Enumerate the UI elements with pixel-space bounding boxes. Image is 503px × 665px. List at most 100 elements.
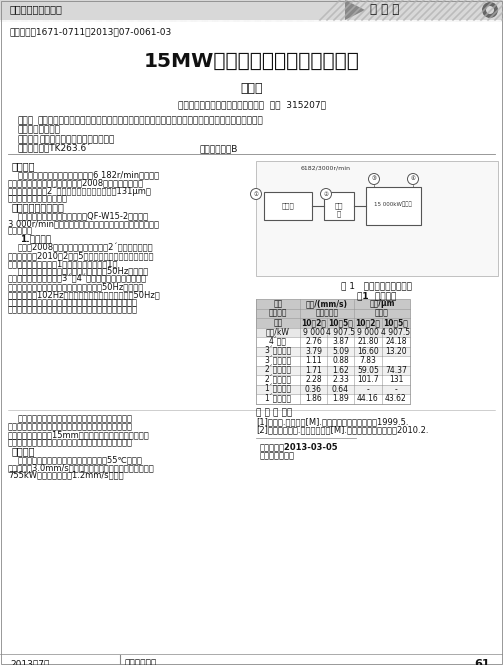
Text: 1.11: 1.11 bbox=[305, 356, 322, 365]
Text: 检测结果显示：网端工频均很明显，而且50Hz频率时，: 检测结果显示：网端工频均很明显，而且50Hz频率时， bbox=[18, 267, 149, 276]
Text: 2.28: 2.28 bbox=[305, 375, 322, 384]
Text: 1.振动检测: 1.振动检测 bbox=[20, 235, 51, 243]
Text: 收稿日期：2013-03-05: 收稿日期：2013-03-05 bbox=[260, 442, 339, 452]
Bar bbox=[256, 309, 410, 318]
Circle shape bbox=[320, 188, 331, 200]
Text: 1.86: 1.86 bbox=[305, 394, 322, 403]
Text: 浙江某石化公司热能部发电机组由6 182r/min工业汽轮: 浙江某石化公司热能部发电机组由6 182r/min工业汽轮 bbox=[18, 170, 159, 180]
Text: -: - bbox=[395, 385, 397, 394]
Text: 关键词：: 关键词： bbox=[18, 135, 40, 144]
Text: 4´轴承: 4´轴承 bbox=[269, 337, 287, 346]
Bar bbox=[324, 192, 354, 220]
Bar bbox=[256, 356, 410, 366]
Text: 59.05: 59.05 bbox=[357, 366, 379, 375]
Bar bbox=[366, 187, 421, 225]
Text: 测点: 测点 bbox=[273, 299, 283, 309]
Bar bbox=[256, 366, 410, 375]
Text: ①: ① bbox=[254, 192, 259, 196]
Text: 2´轴承水平: 2´轴承水平 bbox=[265, 375, 292, 384]
Text: 3´轴承垂直: 3´轴承垂直 bbox=[265, 356, 292, 365]
Text: 机: 机 bbox=[337, 210, 341, 217]
Circle shape bbox=[407, 174, 418, 184]
Text: 9 000: 9 000 bbox=[357, 328, 379, 336]
Bar bbox=[256, 318, 410, 327]
Text: 测量位置: 测量位置 bbox=[269, 309, 287, 318]
Circle shape bbox=[369, 174, 379, 184]
Text: 15 000kW发电机: 15 000kW发电机 bbox=[374, 201, 412, 207]
Text: 10年5月: 10年5月 bbox=[384, 319, 408, 327]
Text: 2´轴承垂直: 2´轴承垂直 bbox=[265, 366, 292, 375]
Bar bbox=[256, 394, 410, 404]
Text: 汽轮机: 汽轮机 bbox=[282, 202, 294, 209]
Text: 发电机组测点分布如图1所示，振动数值见表1。: 发电机组测点分布如图1所示，振动数值见表1。 bbox=[8, 259, 119, 268]
Text: 3.79: 3.79 bbox=[305, 346, 322, 356]
Text: 3´轴承水平: 3´轴承水平 bbox=[265, 346, 292, 356]
Circle shape bbox=[486, 6, 494, 14]
Bar bbox=[256, 337, 410, 346]
Text: 1.62: 1.62 bbox=[332, 366, 349, 375]
Text: 并取得良好效果。: 并取得良好效果。 bbox=[18, 125, 61, 134]
Bar bbox=[256, 375, 410, 384]
Text: -: - bbox=[367, 385, 369, 394]
Circle shape bbox=[482, 2, 498, 18]
Text: 43.62: 43.62 bbox=[385, 394, 407, 403]
Text: 值，次高峰是102Hz，分别是端出、输入轴的工频。50Hz的: 值，次高峰是102Hz，分别是端出、输入轴的工频。50Hz的 bbox=[8, 290, 161, 299]
Text: [1]魏魁山.风机手册[M].北京：机械工业出版社，1999.5.: [1]魏魁山.风机手册[M].北京：机械工业出版社，1999.5. bbox=[256, 418, 408, 426]
Text: 发电机联轴器侧的2´轴承振动较大，水平方向达131μm，: 发电机联轴器侧的2´轴承振动较大，水平方向达131μm， bbox=[8, 186, 152, 196]
Text: 101.7: 101.7 bbox=[357, 375, 379, 384]
Bar bbox=[256, 346, 410, 356]
Text: 减速: 减速 bbox=[335, 202, 343, 209]
Text: 在齿轮箱两轴与之相邻的3´、4´轴承上也表现是突出，大齿: 在齿轮箱两轴与之相邻的3´、4´轴承上也表现是突出，大齿 bbox=[8, 275, 147, 284]
Text: 废气风机故障排除后，轴承座温度保持在55℃左右，: 废气风机故障排除后，轴承座温度保持在55℃左右， bbox=[18, 456, 143, 464]
Text: 4 907.5: 4 907.5 bbox=[381, 328, 410, 336]
Circle shape bbox=[250, 188, 262, 200]
Bar bbox=[256, 346, 410, 356]
Text: 1´轴承水平: 1´轴承水平 bbox=[265, 394, 292, 403]
Text: 刚性对轮。: 刚性对轮。 bbox=[8, 227, 33, 236]
Bar bbox=[256, 356, 410, 366]
Text: 负荷/kW: 负荷/kW bbox=[266, 328, 290, 336]
Text: 7.83: 7.83 bbox=[360, 356, 376, 365]
Text: 增大的趋势，2010年2月、5月先后对该机组进行振动检测，: 增大的趋势，2010年2月、5月先后对该机组进行振动检测， bbox=[8, 251, 154, 260]
Text: 本特利: 本特利 bbox=[375, 309, 389, 318]
Text: 幅值高并不一定是大齿轮动平衡有问题，可能是受发电机振: 幅值高并不一定是大齿轮动平衡有问题，可能是受发电机振 bbox=[8, 298, 138, 307]
Polygon shape bbox=[345, 0, 365, 20]
Text: 参 考 文 献：: 参 考 文 献： bbox=[256, 408, 292, 418]
Text: 0.88: 0.88 bbox=[332, 356, 349, 365]
Text: 机、减速机和发电机组成。机组自2008年投运以后不久，: 机、减速机和发电机组成。机组自2008年投运以后不久， bbox=[8, 178, 144, 188]
Bar bbox=[256, 337, 410, 346]
Text: 21.80: 21.80 bbox=[357, 337, 379, 346]
Text: 1´轴承垂直: 1´轴承垂直 bbox=[265, 384, 292, 394]
Bar bbox=[256, 375, 410, 384]
Text: 61: 61 bbox=[474, 659, 490, 665]
Text: 动影响，由于数值的可，可以认为齿轮组工作还是正常的。: 动影响，由于数值的可，可以认为齿轮组工作还是正常的。 bbox=[8, 306, 138, 315]
Text: 振动值最高3.0mm/s，并且逐渐下降态势。当电机功率达到: 振动值最高3.0mm/s，并且逐渐下降态势。当电机功率达到 bbox=[8, 463, 155, 472]
Text: 表1  轴承振动: 表1 轴承振动 bbox=[357, 291, 397, 300]
Text: 【编辑：刘君】: 【编辑：刘君】 bbox=[260, 452, 295, 460]
Bar bbox=[256, 327, 410, 337]
Text: 时间: 时间 bbox=[273, 319, 283, 327]
Text: 发电机安装后轴承振动增大，根据故障现象和振动频谱特征，分析了形成原因，提出解决措施，: 发电机安装后轴承振动增大，根据故障现象和振动频谱特征，分析了形成原因，提出解决措… bbox=[38, 116, 264, 125]
Text: ③: ③ bbox=[372, 176, 376, 182]
Text: ④: ④ bbox=[410, 176, 415, 182]
Text: 轮和小齿轮用加速度探头测观察振动，均以50Hz为最大峰: 轮和小齿轮用加速度探头测观察振动，均以50Hz为最大峰 bbox=[8, 283, 144, 291]
Text: 摘要：: 摘要： bbox=[18, 116, 34, 125]
Text: 表面附着较多污物，其中叶片上的积垢物较厚，呈褐黑色: 表面附着较多污物，其中叶片上的积垢物较厚，呈褐黑色 bbox=[8, 422, 133, 432]
Text: 中图分类号：TK263.6´: 中图分类号：TK263.6´ bbox=[18, 144, 92, 153]
Text: 1.71: 1.71 bbox=[305, 366, 322, 375]
Text: 2.33: 2.33 bbox=[332, 375, 349, 384]
Text: 13.20: 13.20 bbox=[385, 346, 407, 356]
Text: 74.37: 74.37 bbox=[385, 366, 407, 375]
Text: 6182/3000r/min: 6182/3000r/min bbox=[301, 165, 351, 170]
Text: 二、过程及故障现象: 二、过程及故障现象 bbox=[12, 201, 65, 211]
Text: 9 000: 9 000 bbox=[303, 328, 324, 336]
Text: 3 000r/min；轴承型式为洼式滑动轴承圆瓦；联轴器型式为: 3 000r/min；轴承型式为洼式滑动轴承圆瓦；联轴器型式为 bbox=[8, 219, 159, 228]
Bar bbox=[0, 0, 503, 20]
Bar bbox=[256, 366, 410, 375]
Text: 位移/μm: 位移/μm bbox=[369, 299, 395, 309]
Text: 状态监测与诊断技术: 状态监测与诊断技术 bbox=[10, 4, 63, 14]
Text: 15MW发电机振动原因分析与对策: 15MW发电机振动原因分析与对策 bbox=[144, 52, 360, 71]
Text: 3.87: 3.87 bbox=[332, 337, 349, 346]
Bar bbox=[256, 309, 410, 318]
Text: 一、概述: 一、概述 bbox=[12, 161, 36, 171]
